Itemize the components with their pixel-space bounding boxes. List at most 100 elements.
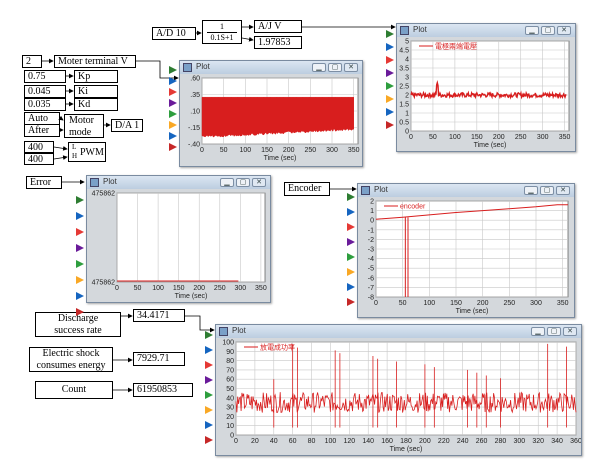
- input-port-arrow[interactable]: [205, 391, 213, 399]
- input-port-arrow[interactable]: [347, 268, 355, 276]
- y-tick-label: 475862: [92, 280, 115, 287]
- close-button[interactable]: ✕: [344, 63, 358, 72]
- legend-label: 放電成功率: [260, 343, 295, 352]
- input-port-arrow[interactable]: [76, 212, 84, 220]
- input-port-arrow[interactable]: [347, 208, 355, 216]
- plot-window-titlebar[interactable]: Plot ▁ ▢ ✕: [87, 176, 270, 189]
- da1-block[interactable]: D/A 1: [111, 119, 143, 132]
- input-port-arrow[interactable]: [205, 406, 213, 414]
- input-port-arrow[interactable]: [347, 223, 355, 231]
- y-tick-label: 0: [405, 129, 409, 136]
- input-port-arrow[interactable]: [386, 108, 394, 116]
- maximize-button[interactable]: ▢: [541, 26, 555, 35]
- ad10-block[interactable]: A/D 10: [152, 27, 196, 40]
- input-port-arrow[interactable]: [169, 143, 177, 151]
- input-port-arrow[interactable]: [205, 436, 213, 444]
- kp-block[interactable]: Kp: [74, 70, 118, 83]
- input-port-arrow[interactable]: [169, 121, 177, 129]
- kp-value-block[interactable]: 0.75: [24, 70, 66, 83]
- close-button[interactable]: ✕: [556, 186, 570, 195]
- plot-window-error[interactable]: Plot ▁ ▢ ✕ 0 50 100 150 200 250 300 350 475862 47…: [86, 175, 271, 303]
- input-port-arrow[interactable]: [386, 121, 394, 129]
- input-port-arrow[interactable]: [347, 298, 355, 306]
- close-button[interactable]: ✕: [557, 26, 571, 35]
- input-port-arrow[interactable]: [169, 99, 177, 107]
- x-axis-label: Time (sec): [474, 142, 507, 149]
- maximize-button[interactable]: ▢: [547, 327, 561, 336]
- minimize-button[interactable]: ▁: [525, 26, 539, 35]
- motor-mode-block[interactable]: Motor mode: [64, 114, 104, 138]
- ki-value-block[interactable]: 0.045: [24, 85, 66, 98]
- ki-block[interactable]: Ki: [74, 85, 118, 98]
- discharge-rate-block[interactable]: Discharge success rate: [35, 312, 121, 337]
- input-port-arrow[interactable]: [169, 88, 177, 96]
- input-port-arrow[interactable]: [347, 238, 355, 246]
- motor-terminal-block[interactable]: Moter terminal V: [54, 55, 136, 68]
- discharge-line1: Discharge: [57, 313, 99, 324]
- minimize-button[interactable]: ▁: [220, 178, 234, 187]
- maximize-button[interactable]: ▢: [236, 178, 250, 187]
- input-port-arrow[interactable]: [76, 260, 84, 268]
- plot-window-titlebar[interactable]: Plot ▁ ▢ ✕: [358, 184, 574, 197]
- kd-block[interactable]: Kd: [74, 98, 118, 111]
- close-button[interactable]: ✕: [252, 178, 266, 187]
- plot-window-titlebar[interactable]: Plot ▁ ▢ ✕: [397, 24, 575, 37]
- input-port-arrow[interactable]: [205, 346, 213, 354]
- input-port-arrow[interactable]: [169, 110, 177, 118]
- input-port-arrow[interactable]: [76, 276, 84, 284]
- minimize-button[interactable]: ▁: [531, 327, 545, 336]
- input-port-arrow[interactable]: [76, 308, 84, 316]
- input-port-arrow[interactable]: [76, 228, 84, 236]
- input-port-arrow[interactable]: [347, 283, 355, 291]
- maximize-button[interactable]: ▢: [328, 63, 342, 72]
- x-tick-label: 150: [173, 285, 185, 292]
- maximize-button[interactable]: ▢: [540, 186, 554, 195]
- close-button[interactable]: ✕: [563, 327, 577, 336]
- input-port-arrow[interactable]: [76, 292, 84, 300]
- input-port-arrow[interactable]: [205, 331, 213, 339]
- lowpass-filter-block[interactable]: 1 0.1S+1: [202, 20, 242, 44]
- input-port-arrow[interactable]: [347, 253, 355, 261]
- plot-window-voltage[interactable]: Plot ▁ ▢ ✕ 0 50 100 150 200 250 300 350 5 4.5 4 3.5…: [396, 23, 576, 152]
- y-tick-label: 70: [226, 367, 234, 374]
- plot-app-icon: [361, 186, 370, 195]
- input-port-arrow[interactable]: [386, 30, 394, 38]
- kd-value-block[interactable]: 0.035: [24, 98, 66, 111]
- input-port-arrow[interactable]: [76, 244, 84, 252]
- encoder-block[interactable]: Encoder: [284, 182, 330, 196]
- x-tick-label: 250: [515, 134, 527, 141]
- error-block[interactable]: Error: [26, 176, 62, 189]
- minimize-button[interactable]: ▁: [524, 186, 538, 195]
- chart-discharge-plot: 0 20 40 60 80 100 120 140 160 180 200 220 240 260 280 3…: [222, 340, 581, 454]
- y-tick-label: .35: [190, 92, 200, 99]
- input-port-arrow[interactable]: [76, 196, 84, 204]
- input-port-arrow[interactable]: [386, 95, 394, 103]
- y-tick-label: 10: [226, 423, 234, 430]
- ajv-block[interactable]: A/J V: [254, 20, 302, 33]
- plot-window-titlebar[interactable]: Plot ▁ ▢ ✕: [180, 61, 362, 74]
- input-port-arrow[interactable]: [205, 376, 213, 384]
- input-port-arrow[interactable]: [169, 77, 177, 85]
- input-port-arrow[interactable]: [386, 82, 394, 90]
- input-port-arrow[interactable]: [205, 421, 213, 429]
- legend-label: encoder: [400, 204, 426, 211]
- plot-window-titlebar[interactable]: Plot ▁ ▢ ✕: [216, 325, 581, 338]
- input-port-arrow[interactable]: [169, 66, 177, 74]
- x-tick-label: 240: [457, 438, 469, 445]
- plot-window-discharge[interactable]: Plot ▁ ▢ ✕ 0 20 40 60 80 100 120 140 160 180 200 22…: [215, 324, 582, 456]
- input-port-arrow[interactable]: [386, 69, 394, 77]
- minimize-button[interactable]: ▁: [312, 63, 326, 72]
- plot-window-encoder[interactable]: Plot ▁ ▢ ✕ 0 50 100 150 200 250 300 350 2 1 0 -1 -2 -…: [357, 183, 575, 318]
- input-port-arrow[interactable]: [205, 361, 213, 369]
- input-port-arrow[interactable]: [169, 132, 177, 140]
- input-port-arrow[interactable]: [347, 193, 355, 201]
- pwm-block[interactable]: L H PWM: [68, 142, 106, 162]
- electric-shock-block[interactable]: Electric shock consumes energy: [29, 347, 113, 372]
- input-port-arrow[interactable]: [386, 43, 394, 51]
- input-port-arrow[interactable]: [386, 56, 394, 64]
- pwm-in2-block[interactable]: 400: [24, 153, 54, 165]
- plot-window-motor-voltage[interactable]: Plot ▁ ▢ ✕ 0 50 100 150 200 250 300 350 .60 .35 .1…: [179, 60, 363, 167]
- count-block[interactable]: Count: [35, 381, 113, 399]
- pwm-in1-block[interactable]: 400: [24, 141, 54, 153]
- const-2-block[interactable]: 2: [22, 55, 42, 68]
